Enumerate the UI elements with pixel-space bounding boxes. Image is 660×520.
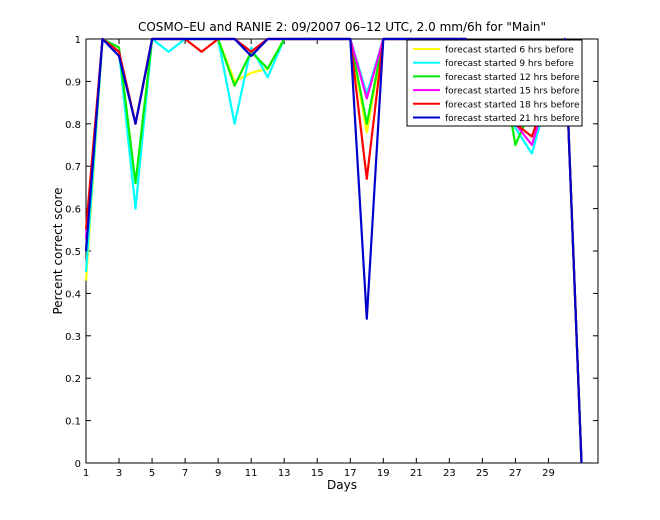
y-tick-label: 0.2 — [65, 374, 81, 385]
legend-label: forecast started 18 hrs before — [445, 100, 580, 110]
y-tick-label: 1 — [75, 35, 81, 46]
y-axis: 0 0.1 0.2 0.3 0.4 0.5 0.6 0.7 0.8 0.9 1 — [65, 35, 598, 470]
y-tick-label: 0.5 — [65, 247, 81, 258]
x-tick-label: 21 — [410, 468, 423, 479]
x-tick-label: 29 — [542, 468, 555, 479]
y-axis-label: Percent correct score — [51, 187, 65, 314]
x-tick-label: 17 — [344, 468, 357, 479]
y-tick-label: 0 — [75, 459, 81, 470]
x-tick-label: 23 — [443, 468, 456, 479]
y-tick-label: 0.1 — [65, 417, 81, 428]
x-tick-label: 7 — [182, 468, 188, 479]
x-tick-label: 15 — [311, 468, 324, 479]
y-tick-label: 0.3 — [65, 332, 81, 343]
x-tick-label: 11 — [245, 468, 258, 479]
legend-label: forecast started 6 hrs before — [445, 46, 574, 56]
x-axis-label: Days — [327, 478, 357, 492]
x-tick-label: 9 — [215, 468, 221, 479]
y-tick-label: 0.7 — [65, 162, 81, 173]
legend-label: forecast started 15 hrs before — [445, 87, 580, 97]
x-tick-label: 1 — [83, 468, 89, 479]
legend-label: forecast started 9 hrs before — [445, 59, 574, 69]
x-tick-label: 27 — [509, 468, 522, 479]
y-tick-label: 0.8 — [65, 120, 81, 131]
chart-title: COSMO–EU and RANIE 2: 09/2007 06–12 UTC,… — [138, 20, 546, 34]
y-tick-label: 0.9 — [65, 77, 81, 88]
x-tick-label: 25 — [476, 468, 489, 479]
x-tick-label: 13 — [278, 468, 291, 479]
x-tick-label: 19 — [377, 468, 390, 479]
legend: forecast started 6 hrs before forecast st… — [406, 39, 583, 127]
legend-box — [406, 39, 583, 127]
x-tick-label: 5 — [149, 468, 155, 479]
x-tick-label: 3 — [116, 468, 122, 479]
legend-label: forecast started 21 hrs before — [445, 114, 580, 124]
legend-label: forecast started 12 hrs before — [445, 73, 580, 83]
y-tick-label: 0.4 — [65, 289, 81, 300]
y-tick-label: 0.6 — [65, 205, 81, 216]
